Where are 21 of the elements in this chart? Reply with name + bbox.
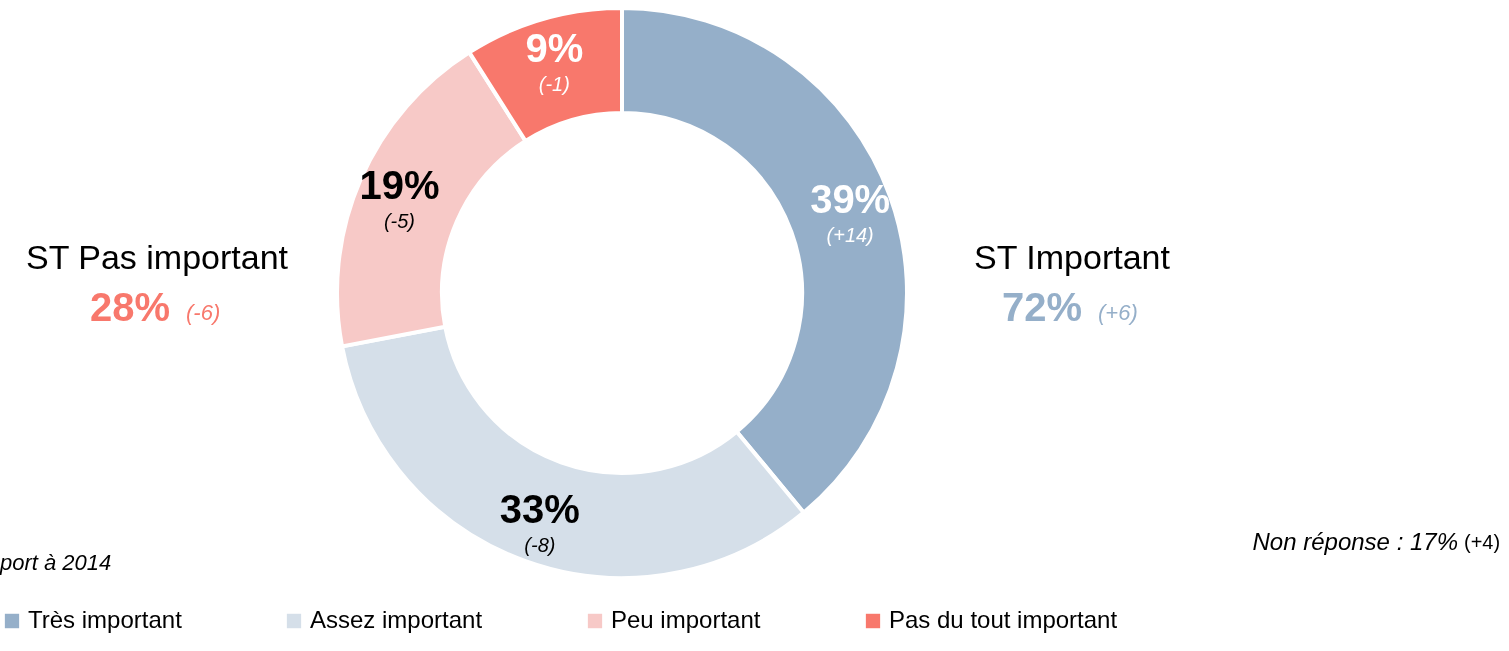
- legend-label: Pas du tout important: [889, 606, 1118, 633]
- text: (-5): [383, 209, 415, 232]
- text: (+4): [1464, 531, 1501, 553]
- text: ST Important: [974, 238, 1171, 276]
- legend-label: Assez important: [310, 606, 483, 633]
- text: (-6): [186, 300, 221, 325]
- data-label: 33%: [499, 487, 580, 532]
- text: port à 2014: [0, 550, 112, 575]
- data-label: 9%: [525, 26, 584, 71]
- text: (+6): [1098, 300, 1138, 325]
- text: (+14): [826, 223, 874, 246]
- legend-label: Peu important: [611, 606, 761, 633]
- text: ST Pas important: [25, 238, 289, 276]
- data-label: 19%: [359, 162, 440, 207]
- text: 72%: [1001, 285, 1083, 329]
- legend-label: Très important: [28, 606, 183, 633]
- text: 28%: [89, 285, 171, 329]
- text: (-8): [524, 534, 556, 557]
- text: Non réponse : 17%: [1252, 528, 1458, 555]
- data-label: 39%: [810, 176, 891, 221]
- text: (-1): [538, 73, 570, 96]
